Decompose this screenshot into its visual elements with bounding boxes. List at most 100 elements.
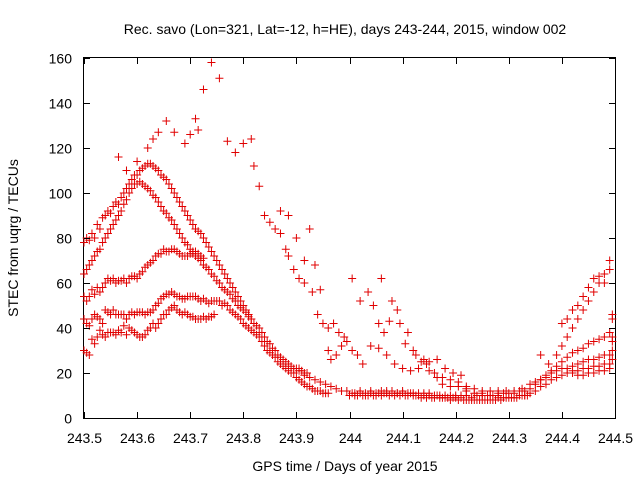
data-point xyxy=(605,256,614,265)
y-tick-label: 140 xyxy=(49,96,73,112)
data-point xyxy=(172,225,181,233)
data-point xyxy=(573,346,582,355)
data-point xyxy=(557,319,566,328)
data-point xyxy=(117,193,126,202)
data-point xyxy=(210,272,219,281)
data-point xyxy=(600,270,609,278)
data-point xyxy=(210,310,219,319)
y-tick-label: 120 xyxy=(49,141,73,157)
data-point xyxy=(377,274,386,283)
data-point xyxy=(98,319,107,328)
x-tick-label: 243.9 xyxy=(279,430,314,446)
data-point xyxy=(170,189,179,197)
data-point xyxy=(114,211,123,220)
data-point xyxy=(90,339,99,348)
x-tick-label: 243.7 xyxy=(173,430,208,446)
data-point xyxy=(90,234,99,242)
data-point xyxy=(608,315,617,323)
data-point xyxy=(255,182,264,191)
data-point xyxy=(579,344,588,353)
y-tick-label: 80 xyxy=(56,231,72,247)
data-point xyxy=(210,252,219,260)
data-point xyxy=(531,380,540,389)
data-point xyxy=(133,171,142,179)
data-point xyxy=(143,144,152,152)
data-point xyxy=(425,357,434,366)
data-point xyxy=(364,288,373,296)
data-point xyxy=(178,234,187,242)
data-point xyxy=(595,272,604,281)
data-point xyxy=(605,351,614,359)
data-point xyxy=(300,371,309,380)
data-point xyxy=(313,310,322,319)
data-point xyxy=(122,330,131,339)
data-point xyxy=(223,301,232,310)
data-point xyxy=(536,382,545,391)
data-point xyxy=(122,279,131,287)
data-point xyxy=(178,202,187,211)
data-point xyxy=(82,297,91,305)
y-tick-label: 160 xyxy=(49,51,73,67)
data-point xyxy=(247,135,256,143)
data-point xyxy=(557,357,566,366)
data-point xyxy=(106,209,115,218)
data-point xyxy=(80,270,88,278)
data-point xyxy=(348,346,357,355)
data-point xyxy=(191,114,200,123)
data-point xyxy=(220,270,229,278)
data-point xyxy=(265,339,274,348)
data-point xyxy=(80,315,88,323)
data-point xyxy=(257,328,266,337)
data-point xyxy=(584,297,593,305)
y-tick-label: 60 xyxy=(56,276,72,292)
data-point xyxy=(167,184,176,193)
data-point xyxy=(326,382,335,391)
data-point xyxy=(281,245,290,254)
data-point xyxy=(411,351,420,359)
data-point xyxy=(334,328,343,337)
data-point xyxy=(552,351,561,359)
data-point xyxy=(170,220,179,229)
data-point xyxy=(215,74,224,83)
data-point xyxy=(85,261,94,269)
data-point xyxy=(151,193,160,202)
chart-title: Rec. savo (Lon=321, Lat=-12, h=HE), days… xyxy=(124,21,567,37)
data-point xyxy=(154,128,163,137)
data-point xyxy=(361,389,370,398)
data-point xyxy=(215,261,224,269)
data-point xyxy=(95,225,104,233)
data-point xyxy=(183,240,192,249)
data-point xyxy=(382,351,391,359)
data-point xyxy=(271,346,280,355)
data-point xyxy=(358,360,367,368)
data-point xyxy=(579,357,588,366)
data-point xyxy=(541,373,550,382)
data-point xyxy=(584,339,593,348)
data-point xyxy=(180,207,189,215)
data-point xyxy=(111,330,120,339)
data-point xyxy=(125,180,134,188)
data-point xyxy=(276,207,285,215)
data-point xyxy=(395,319,404,328)
data-point xyxy=(260,333,269,341)
data-point xyxy=(573,315,582,323)
data-point xyxy=(425,389,434,398)
data-point xyxy=(557,342,566,350)
data-point xyxy=(305,373,314,382)
data-point xyxy=(149,256,158,265)
data-point xyxy=(154,319,163,328)
data-point xyxy=(387,297,396,305)
data-point xyxy=(170,128,179,137)
data-point xyxy=(308,288,317,296)
data-point xyxy=(87,315,96,323)
data-point xyxy=(409,346,418,355)
data-point xyxy=(526,384,535,393)
data-point xyxy=(579,292,588,301)
x-tick-label: 244.2 xyxy=(439,430,474,446)
plot-area xyxy=(83,57,616,419)
data-point xyxy=(255,324,264,332)
data-point xyxy=(332,351,341,359)
data-point xyxy=(260,211,269,220)
data-point xyxy=(111,216,120,224)
data-point xyxy=(536,351,545,359)
